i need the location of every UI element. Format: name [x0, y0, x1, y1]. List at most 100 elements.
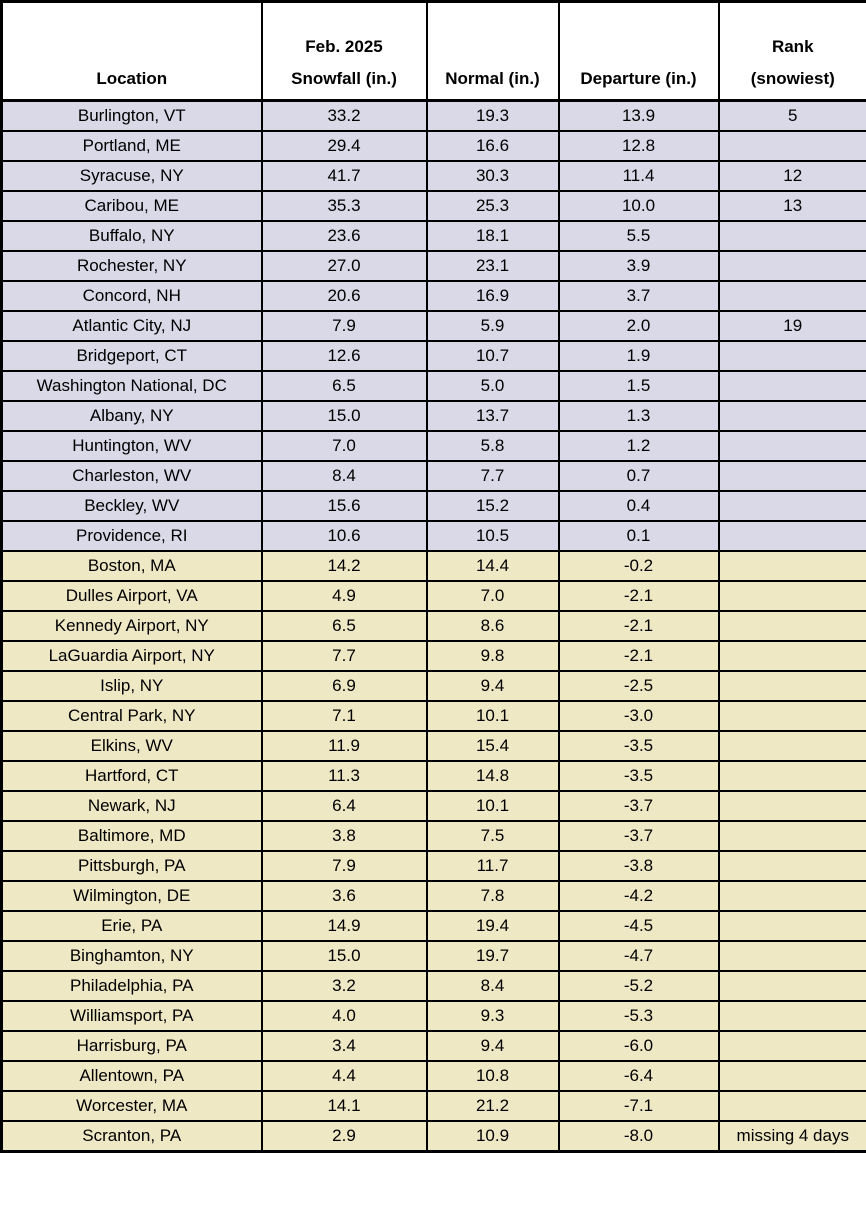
cell-departure: -6.4 [557, 1060, 720, 1092]
cell-normal: 7.7 [425, 460, 560, 492]
cell-location: Williamsport, PA [0, 1000, 263, 1032]
table-row: Concord, NH 20.6 16.9 3.7 [0, 280, 866, 312]
cell-location: Atlantic City, NJ [0, 310, 263, 342]
table-row: Rochester, NY 27.0 23.1 3.9 [0, 250, 866, 282]
cell-normal: 10.7 [425, 340, 560, 372]
cell-rank [717, 1000, 866, 1032]
table-row: Elkins, WV 11.9 15.4 -3.5 [0, 730, 866, 762]
table-row: Caribou, ME 35.3 25.3 10.0 13 [0, 190, 866, 222]
cell-departure: -4.2 [557, 880, 720, 912]
cell-normal: 16.9 [425, 280, 560, 312]
cell-departure: -7.1 [557, 1090, 720, 1122]
cell-normal: 10.1 [425, 790, 560, 822]
table-row: Portland, ME 29.4 16.6 12.8 [0, 130, 866, 162]
cell-location: Erie, PA [0, 910, 263, 942]
cell-rank [717, 760, 866, 792]
cell-departure: -2.1 [557, 640, 720, 672]
cell-normal: 10.9 [425, 1120, 560, 1153]
cell-location: Baltimore, MD [0, 820, 263, 852]
cell-snowfall: 10.6 [260, 520, 428, 552]
cell-normal: 10.5 [425, 520, 560, 552]
cell-snowfall: 35.3 [260, 190, 428, 222]
cell-rank [717, 670, 866, 702]
column-header-departure: Departure (in.) [557, 0, 720, 102]
table-row: Washington National, DC 6.5 5.0 1.5 [0, 370, 866, 402]
cell-normal: 9.3 [425, 1000, 560, 1032]
cell-snowfall: 6.5 [260, 370, 428, 402]
cell-rank [717, 520, 866, 552]
cell-departure: -3.5 [557, 760, 720, 792]
cell-departure: 12.8 [557, 130, 720, 162]
cell-normal: 16.6 [425, 130, 560, 162]
table-row: Allentown, PA 4.4 10.8 -6.4 [0, 1060, 866, 1092]
cell-rank: 12 [717, 160, 866, 192]
cell-departure: -2.1 [557, 610, 720, 642]
cell-snowfall: 11.9 [260, 730, 428, 762]
cell-normal: 23.1 [425, 250, 560, 282]
cell-normal: 11.7 [425, 850, 560, 882]
table-row: Dulles Airport, VA 4.9 7.0 -2.1 [0, 580, 866, 612]
cell-departure: 0.4 [557, 490, 720, 522]
cell-departure: 13.9 [557, 99, 720, 132]
cell-normal: 9.4 [425, 670, 560, 702]
cell-location: Harrisburg, PA [0, 1030, 263, 1062]
cell-location: Buffalo, NY [0, 220, 263, 252]
cell-rank [717, 790, 866, 822]
cell-snowfall: 12.6 [260, 340, 428, 372]
cell-rank [717, 850, 866, 882]
cell-snowfall: 7.9 [260, 310, 428, 342]
cell-snowfall: 23.6 [260, 220, 428, 252]
table-row: Harrisburg, PA 3.4 9.4 -6.0 [0, 1030, 866, 1062]
cell-location: Allentown, PA [0, 1060, 263, 1092]
table-row: Baltimore, MD 3.8 7.5 -3.7 [0, 820, 866, 852]
cell-snowfall: 2.9 [260, 1120, 428, 1153]
cell-normal: 14.4 [425, 550, 560, 582]
column-header-rank-line: Rank [771, 37, 814, 56]
table-row: Charleston, WV 8.4 7.7 0.7 [0, 460, 866, 492]
cell-departure: 0.1 [557, 520, 720, 552]
cell-normal: 5.0 [425, 370, 560, 402]
cell-normal: 15.2 [425, 490, 560, 522]
cell-normal: 21.2 [425, 1090, 560, 1122]
cell-departure: 5.5 [557, 220, 720, 252]
cell-normal: 7.5 [425, 820, 560, 852]
cell-departure: -6.0 [557, 1030, 720, 1062]
cell-departure: -4.7 [557, 940, 720, 972]
cell-rank [717, 640, 866, 672]
cell-rank [717, 220, 866, 252]
table-row: Bridgeport, CT 12.6 10.7 1.9 [0, 340, 866, 372]
table-row: Islip, NY 6.9 9.4 -2.5 [0, 670, 866, 702]
cell-location: Kennedy Airport, NY [0, 610, 263, 642]
cell-snowfall: 14.1 [260, 1090, 428, 1122]
table-row: Hartford, CT 11.3 14.8 -3.5 [0, 760, 866, 792]
table-row: Philadelphia, PA 3.2 8.4 -5.2 [0, 970, 866, 1002]
cell-departure: -3.5 [557, 730, 720, 762]
cell-normal: 9.8 [425, 640, 560, 672]
table-row: Atlantic City, NJ 7.9 5.9 2.0 19 [0, 310, 866, 342]
cell-location: Beckley, WV [0, 490, 263, 522]
cell-location: Hartford, CT [0, 760, 263, 792]
table-row: Providence, RI 10.6 10.5 0.1 [0, 520, 866, 552]
cell-rank [717, 370, 866, 402]
column-header-departure-line: Departure (in.) [580, 69, 697, 88]
cell-snowfall: 3.2 [260, 970, 428, 1002]
cell-normal: 10.8 [425, 1060, 560, 1092]
cell-rank [717, 340, 866, 372]
cell-rank [717, 430, 866, 462]
cell-normal: 19.3 [425, 99, 560, 132]
cell-location: Burlington, VT [0, 99, 263, 132]
cell-rank [717, 1090, 866, 1122]
cell-snowfall: 33.2 [260, 99, 428, 132]
table-row: Worcester, MA 14.1 21.2 -7.1 [0, 1090, 866, 1122]
cell-location: LaGuardia Airport, NY [0, 640, 263, 672]
cell-location: Scranton, PA [0, 1120, 263, 1153]
table-row: Beckley, WV 15.6 15.2 0.4 [0, 490, 866, 522]
cell-departure: 11.4 [557, 160, 720, 192]
cell-normal: 14.8 [425, 760, 560, 792]
cell-rank [717, 970, 866, 1002]
cell-snowfall: 27.0 [260, 250, 428, 282]
cell-rank [717, 610, 866, 642]
table-row: Erie, PA 14.9 19.4 -4.5 [0, 910, 866, 942]
cell-departure: -3.7 [557, 820, 720, 852]
cell-rank: 5 [717, 99, 866, 132]
